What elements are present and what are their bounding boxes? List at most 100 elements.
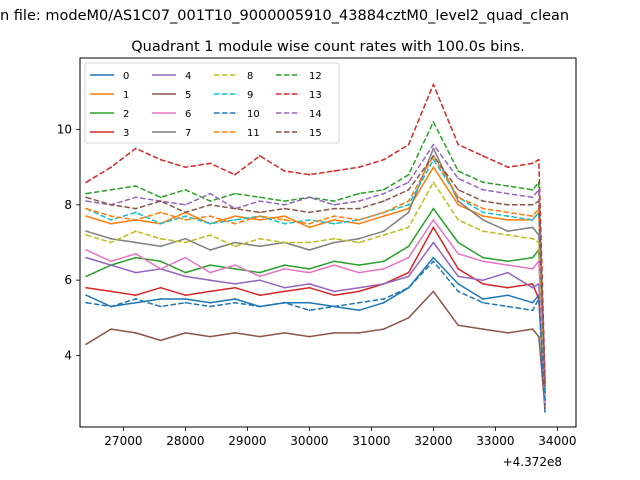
data-point-14-2 [134, 196, 137, 199]
data-point-0-20 [544, 411, 546, 413]
data-point-13-11 [358, 166, 360, 169]
x-tick-label: 34000 [538, 434, 576, 448]
data-point-13-15 [457, 143, 460, 146]
data-point-11-1 [110, 215, 112, 218]
data-point-15-0 [85, 196, 88, 199]
data-point-11-2 [134, 219, 137, 221]
data-point-10-6 [234, 301, 236, 304]
data-point-7-13 [407, 211, 410, 214]
data-point-13-14 [432, 83, 435, 86]
data-point-1-11 [358, 222, 360, 225]
data-point-2-13 [407, 245, 410, 248]
data-point-15-4 [184, 211, 187, 214]
data-point-15-9 [308, 211, 311, 214]
data-point-10-4 [184, 301, 187, 304]
data-point-10-20 [544, 403, 546, 406]
data-point-14-8 [283, 203, 286, 206]
data-point-0-0 [85, 294, 88, 297]
data-point-12-12 [382, 188, 385, 191]
x-tick-label: 33000 [476, 434, 514, 448]
data-point-15-1 [110, 203, 112, 206]
legend-label-1: 1 [123, 90, 129, 101]
data-point-12-18 [531, 188, 534, 191]
data-point-13-3 [159, 158, 162, 161]
legend-label-5: 5 [185, 90, 191, 101]
data-point-6-1 [110, 260, 112, 263]
data-point-2-12 [382, 260, 385, 263]
data-point-9-5 [209, 222, 212, 225]
x-tick-label: 29000 [228, 434, 266, 448]
data-point-7-5 [209, 249, 212, 251]
data-point-13-16 [482, 155, 484, 157]
data-point-4-17 [506, 271, 509, 274]
data-point-8-16 [482, 230, 484, 233]
data-point-14-0 [85, 200, 88, 203]
data-point-12-1 [110, 188, 112, 191]
data-point-9-8 [283, 222, 286, 225]
data-point-12-5 [209, 200, 212, 203]
data-point-14-9 [308, 196, 311, 199]
y-tick-label: 6 [64, 273, 72, 287]
data-point-3-6 [234, 286, 236, 289]
data-point-7-11 [358, 237, 360, 240]
data-point-7-1 [110, 237, 112, 240]
data-point-11-12 [382, 211, 385, 214]
data-point-14-15 [457, 177, 460, 180]
data-point-4-4 [184, 275, 187, 278]
legend-label-14: 14 [309, 109, 322, 120]
data-point-8-8 [283, 241, 286, 244]
data-point-7-17 [506, 230, 509, 233]
data-point-0-6 [234, 298, 236, 300]
data-point-2-16 [482, 256, 484, 259]
data-point-15-5 [209, 203, 212, 206]
data-point-4-1 [110, 264, 112, 266]
data-point-12-0 [85, 192, 88, 195]
data-point-6-6 [234, 264, 236, 266]
legend-label-12: 12 [309, 71, 322, 82]
data-point-8-0 [85, 234, 88, 236]
data-point-6-0 [85, 249, 88, 251]
legend-label-6: 6 [185, 109, 191, 120]
data-point-6-17 [506, 264, 509, 266]
data-point-12-14 [432, 121, 435, 123]
data-point-5-13 [407, 316, 410, 319]
data-point-9-13 [407, 203, 410, 206]
data-point-5-0 [85, 343, 88, 346]
data-point-11-9 [308, 222, 311, 225]
data-point-4-18 [531, 286, 534, 289]
data-point-10-10 [333, 305, 336, 308]
data-point-13-13 [407, 143, 410, 146]
data-point-12-7 [258, 196, 261, 199]
data-point-8-2 [134, 230, 137, 233]
data-point-2-7 [258, 271, 261, 274]
data-point-9-17 [506, 215, 509, 218]
x-axis: 27000 28000 29000 30000 31000 32000 33000 34000 [104, 427, 576, 448]
data-point-13-6 [234, 173, 236, 176]
data-point-5-20 [544, 407, 546, 410]
legend-label-3: 3 [123, 128, 129, 139]
data-point-6-18 [531, 268, 534, 270]
legend-label-9: 9 [247, 90, 253, 101]
x-tick-label: 28000 [166, 434, 204, 448]
data-point-8-7 [258, 237, 261, 240]
x-tick-label: 32000 [414, 434, 452, 448]
data-point-13-18 [531, 162, 534, 165]
data-point-7-14 [432, 147, 435, 150]
data-point-14-16 [482, 188, 484, 191]
data-point-4-6 [234, 283, 236, 285]
data-point-12-6 [234, 192, 236, 195]
data-point-0-3 [159, 298, 162, 300]
data-point-6-16 [482, 260, 484, 263]
data-point-3-0 [85, 286, 88, 289]
data-point-12-13 [407, 173, 410, 176]
data-point-6-8 [283, 268, 286, 270]
data-point-3-17 [506, 286, 509, 289]
data-point-10-2 [134, 298, 137, 300]
data-point-6-9 [308, 271, 311, 274]
data-point-14-13 [407, 181, 410, 184]
data-point-2-5 [209, 264, 212, 266]
data-point-9-6 [234, 219, 236, 221]
data-point-2-11 [358, 264, 360, 266]
data-point-1-14 [432, 166, 435, 169]
data-point-8-11 [358, 241, 360, 244]
